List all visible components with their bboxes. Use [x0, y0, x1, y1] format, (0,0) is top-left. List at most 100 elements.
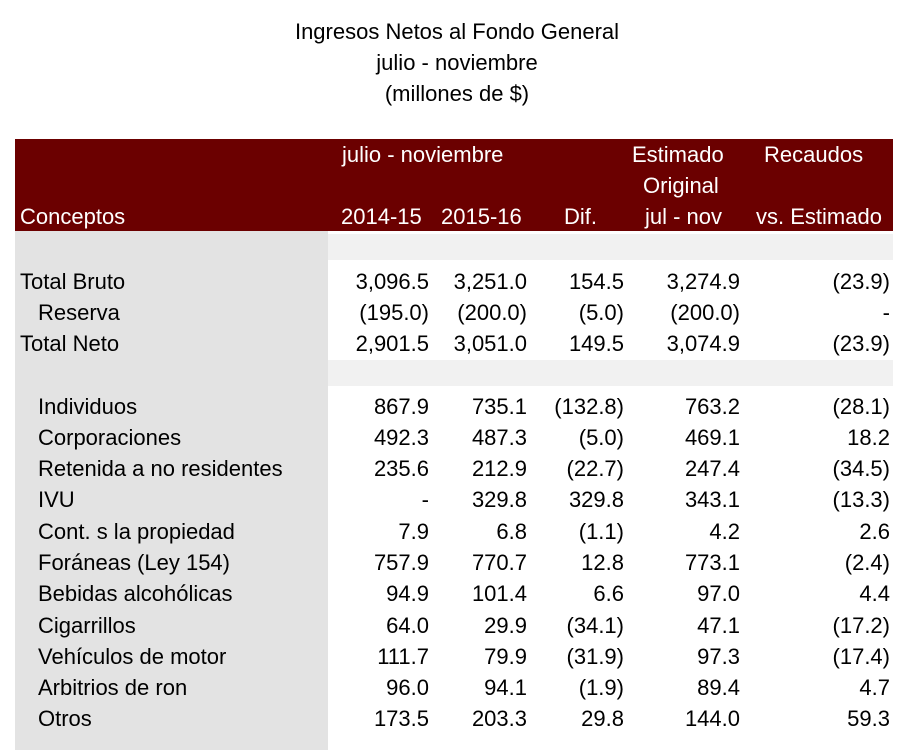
- value-dif: 329.8: [568, 487, 624, 512]
- value-recaudos-vs-estimado: -: [882, 300, 890, 325]
- report-title: Ingresos Netos al Fondo General julio - …: [0, 16, 914, 109]
- title-line-1: Ingresos Netos al Fondo General: [294, 19, 620, 44]
- spacer-band-top: [328, 234, 893, 260]
- row-label: IVU: [38, 487, 75, 512]
- value-recaudos-vs-estimado: 59.3: [847, 706, 890, 731]
- value-2014-15: 7.9: [398, 519, 429, 544]
- row-label: Cont. s la propiedad: [38, 519, 235, 544]
- value-estimado-original: 3,074.9: [666, 331, 740, 356]
- table-row: Total Neto 2,901.5 3,051.0 149.5 3,074.9 (23.…: [0, 328, 914, 359]
- row-label: Total Bruto: [20, 269, 126, 294]
- header-period: julio - noviembre: [342, 142, 504, 167]
- title-line-2: julio - noviembre: [376, 50, 538, 75]
- value-2015-16: 212.9: [471, 456, 527, 481]
- value-estimado-original: (200.0): [670, 300, 740, 325]
- value-estimado-original: 4.2: [709, 519, 740, 544]
- value-2014-15: (195.0): [359, 300, 429, 325]
- value-2015-16: 3,251.0: [453, 269, 527, 294]
- value-2014-15: 2,901.5: [355, 331, 429, 356]
- row-label: Retenida a no residentes: [38, 456, 283, 481]
- value-2014-15: 173.5: [373, 706, 429, 731]
- value-2015-16: 735.1: [471, 394, 527, 419]
- value-estimado-original: 247.4: [684, 456, 740, 481]
- spacer-band-middle: [328, 360, 893, 386]
- value-2015-16: 487.3: [471, 425, 527, 450]
- table-row: Arbitrios de ron 96.0 94.1 (1.9) 89.4 4.7: [0, 672, 914, 703]
- row-label: Bebidas alcohólicas: [38, 581, 233, 606]
- table-row: Cont. s la propiedad 7.9 6.8 (1.1) 4.2 2.6: [0, 516, 914, 547]
- table-row: Individuos 867.9 735.1 (132.8) 763.2 (28.1): [0, 391, 914, 422]
- value-estimado-original: 144.0: [684, 706, 740, 731]
- value-2015-16: 94.1: [484, 675, 527, 700]
- table-header: julio - noviembre Estimado Original Reca…: [15, 139, 893, 231]
- header-vs-estimado: vs. Estimado: [756, 204, 882, 229]
- header-jul-nov: jul - nov: [645, 204, 723, 229]
- value-estimado-original: 3,274.9: [666, 269, 740, 294]
- value-2015-16: 203.3: [471, 706, 527, 731]
- value-recaudos-vs-estimado: 18.2: [847, 425, 890, 450]
- header-conceptos: Conceptos: [20, 204, 126, 229]
- value-dif: (22.7): [566, 456, 624, 481]
- value-recaudos-vs-estimado: (17.4): [832, 644, 890, 669]
- value-dif: (5.0): [578, 300, 624, 325]
- value-2015-16: 3,051.0: [453, 331, 527, 356]
- table-row: Otros 173.5 203.3 29.8 144.0 59.3: [0, 703, 914, 734]
- value-2015-16: 29.9: [484, 613, 527, 638]
- value-recaudos-vs-estimado: 4.7: [859, 675, 890, 700]
- table-row: IVU - 329.8 329.8 343.1 (13.3): [0, 484, 914, 515]
- row-label: Cigarrillos: [38, 613, 136, 638]
- table-row: Total Bruto 3,096.5 3,251.0 154.5 3,274.9 (23…: [0, 266, 914, 297]
- value-2014-15: 235.6: [373, 456, 429, 481]
- row-label: Otros: [38, 706, 92, 731]
- row-label: Arbitrios de ron: [38, 675, 188, 700]
- value-2014-15: 96.0: [386, 675, 429, 700]
- value-recaudos-vs-estimado: (2.4): [844, 550, 890, 575]
- value-dif: 154.5: [568, 269, 624, 294]
- value-2014-15: 111.7: [377, 644, 429, 669]
- value-recaudos-vs-estimado: (23.9): [832, 331, 890, 356]
- value-dif: (132.8): [554, 394, 624, 419]
- value-recaudos-vs-estimado: 2.6: [859, 519, 890, 544]
- table-row: Corporaciones 492.3 487.3 (5.0) 469.1 18.2: [0, 422, 914, 453]
- table-row: Bebidas alcohólicas 94.9 101.4 6.6 97.0 4.4: [0, 578, 914, 609]
- value-2014-15: -: [421, 487, 429, 512]
- table-row: Vehículos de motor 111.7 79.9 (31.9) 97.3 (17…: [0, 641, 914, 672]
- value-2015-16: 101.4: [471, 581, 527, 606]
- value-recaudos-vs-estimado: (34.5): [832, 456, 890, 481]
- value-dif: (5.0): [578, 425, 624, 450]
- value-2014-15: 757.9: [373, 550, 429, 575]
- value-2015-16: 770.7: [471, 550, 527, 575]
- value-2014-15: 64.0: [386, 613, 429, 638]
- value-2015-16: 329.8: [471, 487, 527, 512]
- value-estimado-original: 97.0: [697, 581, 740, 606]
- row-label: Total Neto: [20, 331, 120, 356]
- value-estimado-original: 763.2: [684, 394, 740, 419]
- value-estimado-original: 469.1: [684, 425, 740, 450]
- value-2015-16: 79.9: [484, 644, 527, 669]
- title-line-3: (millones de $): [384, 81, 530, 106]
- value-dif: 29.8: [581, 706, 624, 731]
- value-recaudos-vs-estimado: 4.4: [859, 581, 890, 606]
- value-dif: (34.1): [566, 613, 624, 638]
- value-estimado-original: 97.3: [697, 644, 740, 669]
- table-row: Cigarrillos 64.0 29.9 (34.1) 47.1 (17.2): [0, 610, 914, 641]
- value-2014-15: 867.9: [373, 394, 429, 419]
- value-dif: (1.9): [578, 675, 624, 700]
- header-year-2014-15: 2014-15: [341, 204, 422, 229]
- header-dif: Dif.: [564, 204, 597, 229]
- value-dif: 12.8: [581, 550, 624, 575]
- concept-column-shading: [15, 231, 328, 750]
- value-estimado-original: 47.1: [697, 613, 740, 638]
- value-2015-16: 6.8: [496, 519, 527, 544]
- value-2014-15: 492.3: [373, 425, 429, 450]
- header-recaudos: Recaudos: [764, 142, 864, 167]
- table-row: Retenida a no residentes 235.6 212.9 (22.7)…: [0, 453, 914, 484]
- value-2014-15: 3,096.5: [355, 269, 429, 294]
- row-label: Reserva: [38, 300, 120, 325]
- value-estimado-original: 343.1: [684, 487, 740, 512]
- value-recaudos-vs-estimado: (23.9): [832, 269, 890, 294]
- value-dif: (1.1): [578, 519, 624, 544]
- row-label: Individuos: [38, 394, 138, 419]
- value-2015-16: (200.0): [457, 300, 527, 325]
- value-recaudos-vs-estimado: (13.3): [832, 487, 890, 512]
